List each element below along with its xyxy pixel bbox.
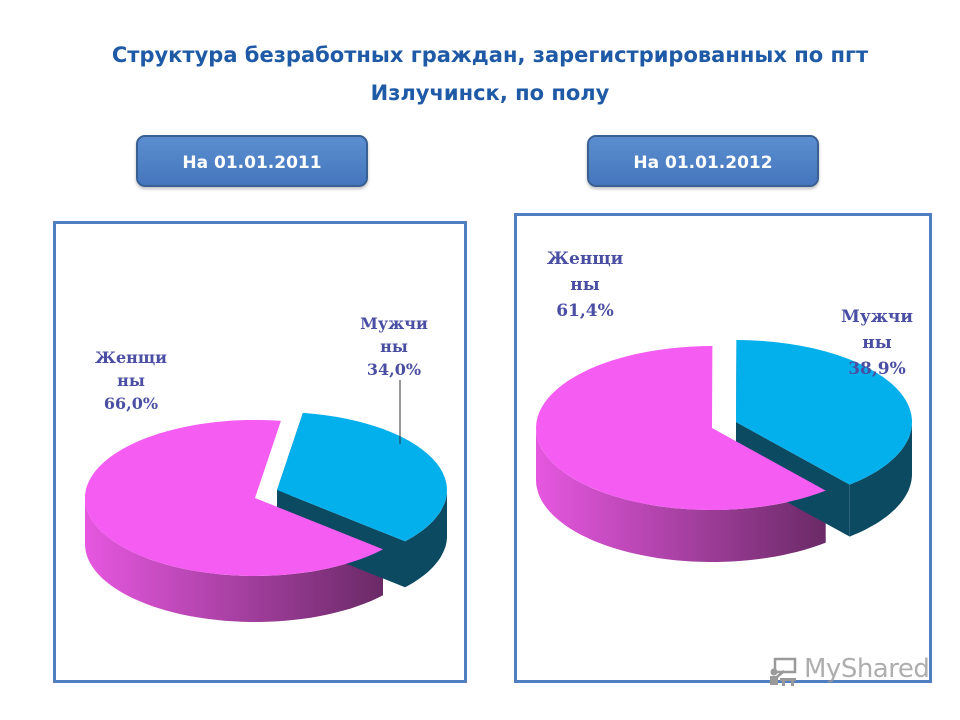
pie-2012-men-side-0: [849, 420, 912, 537]
chart-title: Структура безработных граждан, зарегистр…: [80, 36, 900, 112]
men-label-2012-line-1: Мужчи: [841, 307, 913, 327]
chart-title-line-1: Структура безработных граждан, зарегистр…: [111, 43, 869, 67]
pie-2011-women-side-0: [85, 497, 383, 622]
women-label-2011-value: 66,0%: [103, 394, 159, 413]
women-label-2012-line-2: ны: [570, 275, 600, 295]
men-label-2012-line-2: ны: [862, 333, 892, 353]
pie-2011-men-slice: [277, 412, 447, 542]
women-label-2011: Женщи ны 66,0%: [76, 346, 186, 415]
men-label-2011-value: 34,0%: [366, 360, 422, 379]
classroom-icon: [770, 657, 797, 686]
pie-2012-men-slice: [736, 340, 913, 485]
pie-2012-women-slice: [536, 345, 826, 510]
watermark-text: MyShared: [804, 654, 930, 684]
women-label-2012: Женщи ны 61,4%: [530, 246, 640, 324]
women-label-2012-line-1: Женщи: [546, 249, 624, 269]
pie-2011-women-slice: [84, 419, 383, 576]
pie-2012-women-side-0: [536, 429, 826, 562]
men-label-2011-line-1: Мужчи: [360, 314, 428, 333]
women-label-2011-line-2: ны: [117, 371, 145, 390]
men-label-2012-value: 38,9%: [848, 359, 906, 379]
date-label-2011: На 01.01.2011: [136, 135, 368, 187]
men-label-2011: Мужчи ны 34,0%: [339, 312, 449, 381]
women-label-2011-line-1: Женщи: [94, 348, 168, 367]
women-label-2012-value: 61,4%: [556, 301, 614, 321]
men-label-2011-line-2: ны: [380, 337, 408, 356]
pie-2011-men-side-0: [405, 489, 447, 588]
chart-title-line-2: Излучинск, по полу: [370, 81, 610, 105]
men-label-2012: Мужчи ны 38,9%: [822, 304, 932, 382]
date-label-2012: На 01.01.2012: [587, 135, 819, 187]
watermark: MyShared: [768, 652, 930, 692]
